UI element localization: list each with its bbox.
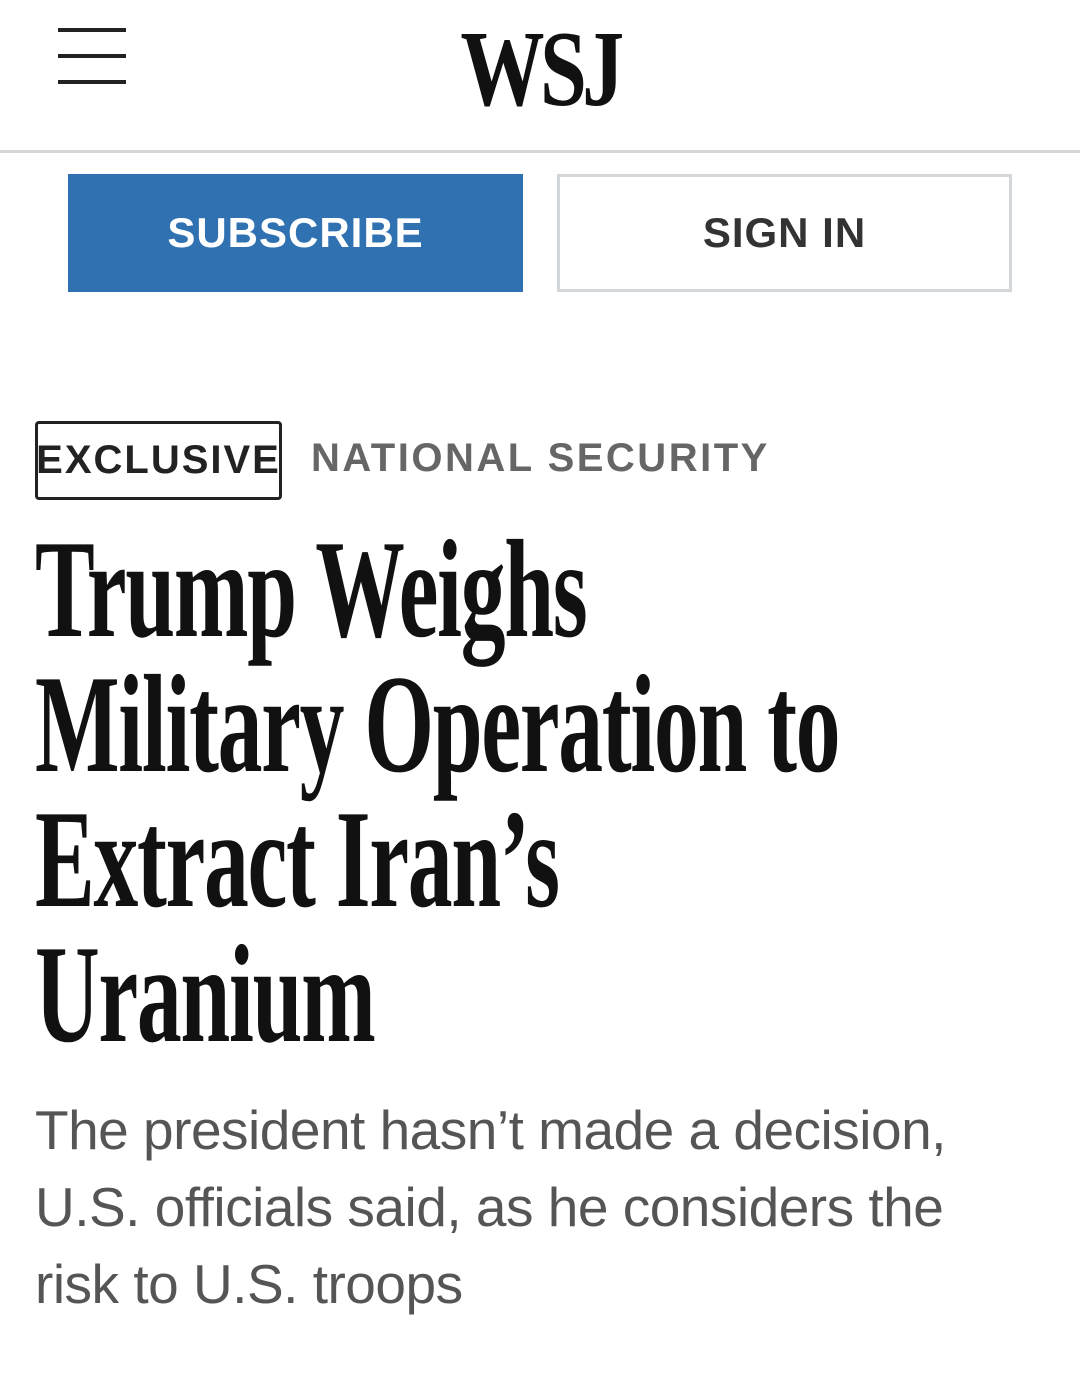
headline-line: Uranium (35, 917, 376, 1072)
dek-line: U.S. officials said, as he considers the (35, 1176, 944, 1238)
headline-line: Extract Iran’s (35, 782, 560, 937)
site-header: WSJ (0, 0, 1080, 153)
subscribe-button[interactable]: SUBSCRIBE (68, 174, 523, 292)
headline-line: Military Operation to (35, 647, 841, 802)
article-dek: The president hasn’t made a decision, U.… (35, 1092, 946, 1323)
section-link[interactable]: NATIONAL SECURITY (311, 436, 770, 480)
dek-line: The president hasn’t made a decision, (35, 1099, 946, 1161)
article-headline: Trump Weighs Military Operation to Extra… (35, 512, 1080, 1072)
sign-in-button[interactable]: SIGN IN (557, 174, 1012, 292)
dek-line: risk to U.S. troops (35, 1253, 463, 1315)
wsj-logo[interactable]: WSJ (460, 10, 624, 129)
headline-line: Trump Weighs (35, 512, 588, 667)
hamburger-menu-icon[interactable] (58, 28, 126, 84)
exclusive-badge: EXCLUSIVE (35, 421, 282, 500)
